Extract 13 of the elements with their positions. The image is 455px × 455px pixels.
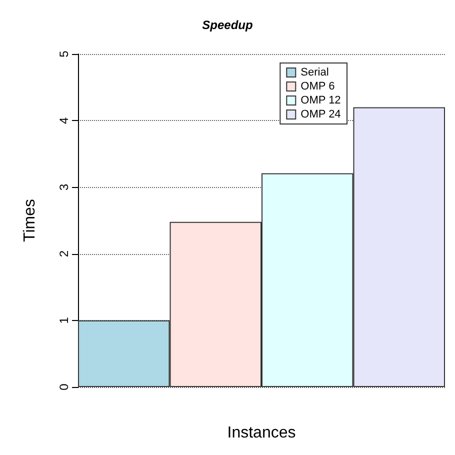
y-axis-title: Times bbox=[22, 199, 38, 242]
legend-label: OMP 6 bbox=[300, 80, 335, 92]
legend-label: OMP 12 bbox=[300, 94, 341, 106]
x-axis-title: Instances bbox=[227, 424, 296, 442]
y-tick-label: 1 bbox=[57, 316, 71, 324]
y-tick-label: 0 bbox=[57, 383, 71, 390]
chart-title: Speedup bbox=[202, 18, 253, 32]
legend-label: OMP 24 bbox=[300, 108, 341, 120]
y-tick-label: 2 bbox=[57, 250, 71, 258]
legend-label: Serial bbox=[300, 66, 329, 78]
y-tick-label: 3 bbox=[57, 184, 71, 191]
y-tick-label: 4 bbox=[57, 116, 71, 124]
y-tick-label: 5 bbox=[57, 50, 71, 58]
